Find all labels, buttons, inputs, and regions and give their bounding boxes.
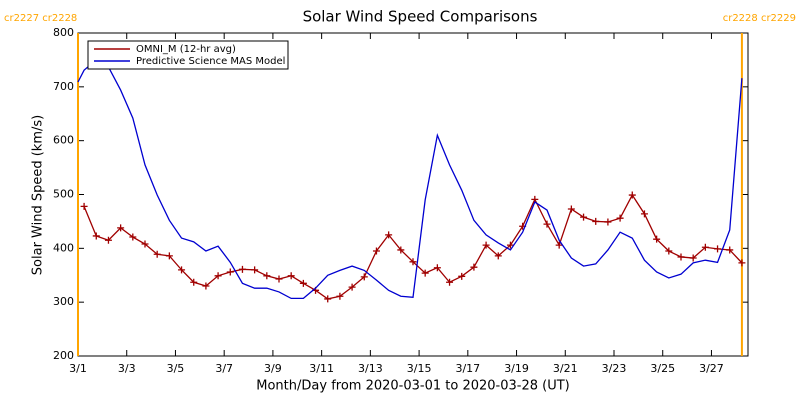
- marker: [592, 217, 600, 225]
- marker: [665, 247, 673, 255]
- x-tick-label: 3/15: [407, 362, 432, 375]
- x-tick-label: 3/17: [455, 362, 480, 375]
- marker: [190, 278, 198, 286]
- marker: [555, 241, 563, 249]
- x-tick-label: 3/25: [650, 362, 675, 375]
- marker: [653, 235, 661, 243]
- marker: [506, 241, 514, 249]
- marker: [458, 272, 466, 280]
- marker: [494, 252, 502, 260]
- marker: [251, 266, 259, 274]
- marker: [165, 252, 173, 260]
- marker: [202, 282, 210, 290]
- legend-label: OMNI_M (12-hr avg): [136, 44, 236, 55]
- marker: [482, 241, 490, 249]
- marker: [80, 202, 88, 210]
- marker: [628, 191, 636, 199]
- x-tick-label: 3/11: [309, 362, 334, 375]
- marker: [299, 279, 307, 287]
- y-axis-label: Solar Wind Speed (km/s): [31, 115, 46, 275]
- x-tick-label: 3/23: [602, 362, 627, 375]
- marker: [263, 272, 271, 280]
- marker: [433, 264, 441, 272]
- marker: [238, 265, 246, 273]
- annotation: cr2227 cr2228: [4, 13, 77, 24]
- legend-label: Predictive Science MAS Model: [136, 56, 285, 67]
- marker: [287, 272, 295, 280]
- x-tick-label: 3/1: [69, 362, 87, 375]
- y-tick-label: 400: [53, 241, 74, 254]
- chart-title: Solar Wind Speed Comparisons: [303, 8, 538, 26]
- x-tick-label: 3/3: [118, 362, 136, 375]
- y-tick-label: 500: [53, 188, 74, 201]
- marker: [580, 213, 588, 221]
- marker: [421, 269, 429, 277]
- marker: [689, 254, 697, 262]
- marker: [275, 275, 283, 283]
- y-tick-label: 700: [53, 80, 74, 93]
- marker: [92, 232, 100, 240]
- marker: [117, 224, 125, 232]
- y-tick-label: 600: [53, 134, 74, 147]
- x-tick-label: 3/21: [553, 362, 578, 375]
- marker: [409, 258, 417, 266]
- y-tick-label: 300: [53, 295, 74, 308]
- x-tick-label: 3/19: [504, 362, 529, 375]
- marker: [543, 220, 551, 228]
- marker: [738, 259, 746, 267]
- marker: [446, 278, 454, 286]
- marker: [129, 233, 137, 241]
- marker: [214, 272, 222, 280]
- marker: [385, 231, 393, 239]
- marker: [567, 205, 575, 213]
- annotation: cr2228 cr2229: [723, 13, 796, 24]
- marker: [616, 214, 624, 222]
- marker: [640, 210, 648, 218]
- marker: [336, 292, 344, 300]
- marker: [726, 246, 734, 254]
- x-tick-label: 3/7: [215, 362, 233, 375]
- x-axis-label: Month/Day from 2020-03-01 to 2020-03-28 …: [256, 379, 569, 394]
- marker: [324, 295, 332, 303]
- y-tick-label: 800: [53, 26, 74, 39]
- marker: [470, 263, 478, 271]
- x-tick-label: 3/27: [699, 362, 724, 375]
- x-tick-label: 3/9: [264, 362, 282, 375]
- y-tick-label: 200: [53, 349, 74, 362]
- marker: [141, 240, 149, 248]
- marker: [104, 236, 112, 244]
- marker: [153, 250, 161, 258]
- series-line: [77, 59, 743, 300]
- marker: [348, 283, 356, 291]
- marker: [226, 268, 234, 276]
- x-tick-label: 3/13: [358, 362, 383, 375]
- marker: [604, 218, 612, 226]
- marker: [372, 247, 380, 255]
- x-tick-label: 3/5: [167, 362, 185, 375]
- marker: [178, 266, 186, 274]
- marker: [397, 246, 405, 254]
- marker: [360, 273, 368, 281]
- legend-box: [87, 40, 289, 70]
- marker: [701, 243, 709, 251]
- marker: [677, 253, 685, 261]
- marker: [714, 245, 722, 253]
